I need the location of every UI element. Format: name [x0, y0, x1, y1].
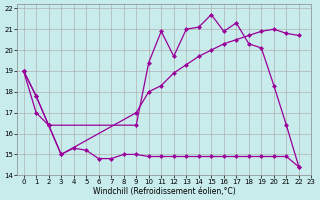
X-axis label: Windchill (Refroidissement éolien,°C): Windchill (Refroidissement éolien,°C)	[93, 187, 236, 196]
